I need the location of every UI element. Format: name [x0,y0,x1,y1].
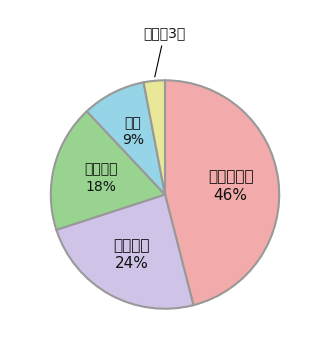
Wedge shape [51,111,165,230]
Wedge shape [144,80,165,195]
Text: エネルギー
46%: エネルギー 46% [208,169,253,203]
Text: その他3％: その他3％ [143,26,185,77]
Text: 農業
9%: 農業 9% [122,116,144,147]
Wedge shape [56,195,193,309]
Text: 森林減少
18%: 森林減少 18% [84,162,117,194]
Wedge shape [87,82,165,195]
Wedge shape [165,80,279,305]
Text: フロン等
24%: フロン等 24% [114,238,150,271]
